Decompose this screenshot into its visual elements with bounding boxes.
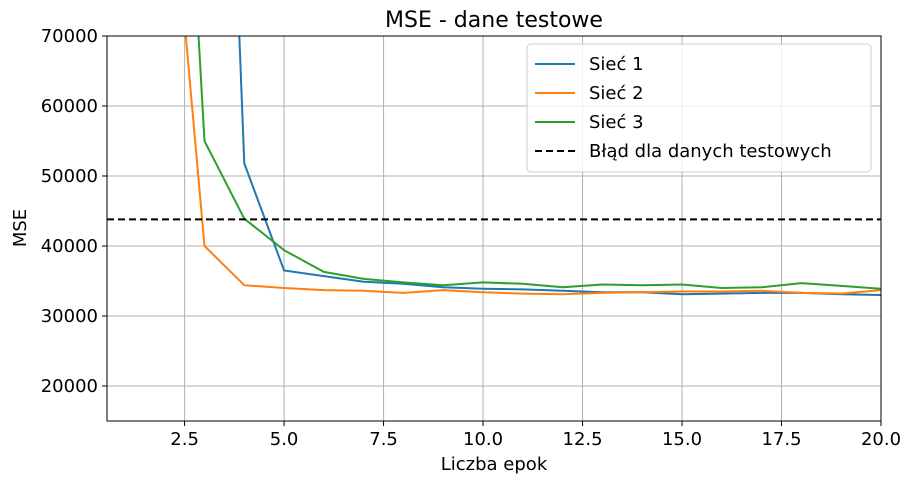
x-tick-label: 12.5 [563, 429, 603, 450]
legend: Sieć 1 Sieć 2 Sieć 3 Błąd dla danych testow… [526, 43, 872, 173]
y-tick-label: 30000 [41, 306, 98, 327]
series-line [197, 36, 881, 290]
plot-frame [106, 35, 882, 422]
x-tick-label: 7.5 [369, 429, 398, 450]
x-tick-label: 15.0 [662, 429, 702, 450]
series-line [184, 36, 881, 296]
chart-title: MSE - dane testowe [385, 8, 603, 33]
x-tick-label: 17.5 [761, 429, 801, 450]
x-axis-label: Liczba epok [441, 454, 548, 475]
series-line [238, 36, 881, 296]
y-tick-label: 20000 [41, 376, 98, 397]
x-tick-label: 10.0 [463, 429, 503, 450]
y-tick-label: 40000 [41, 236, 98, 257]
legend-label: Sieć 3 [589, 112, 644, 133]
x-tick-label: 5.0 [270, 429, 299, 450]
x-tick-label: 20.0 [861, 429, 901, 450]
x-tick-label: 2.5 [170, 429, 199, 450]
legend-label: Sieć 1 [589, 54, 644, 75]
legend-box [526, 43, 872, 173]
legend-label: Sieć 2 [589, 83, 644, 104]
plot-area [107, 36, 881, 296]
y-tick-label: 60000 [41, 96, 98, 117]
y-axis-label: MSE [10, 209, 31, 247]
y-tick-label: 50000 [41, 166, 98, 187]
y-tick-label: 70000 [41, 26, 98, 47]
legend-label: Błąd dla danych testowych [589, 141, 832, 162]
